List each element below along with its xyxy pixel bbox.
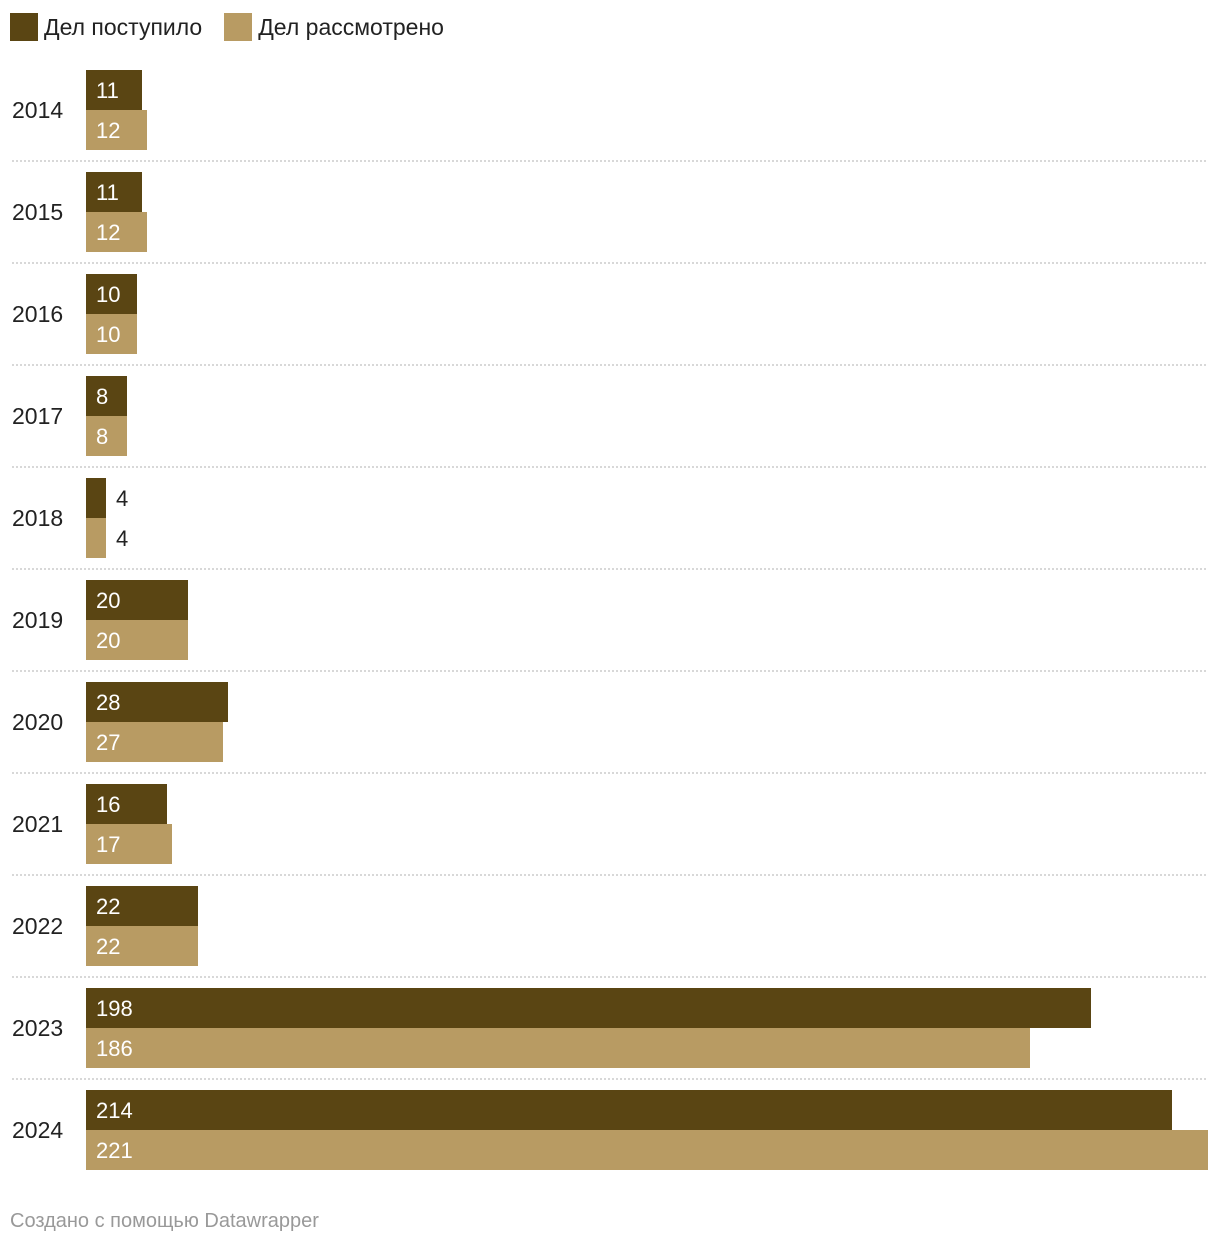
value-label-reviewed: 186 — [96, 1036, 133, 1061]
legend-item-received: Дел поступило — [10, 13, 202, 41]
value-label-received: 22 — [96, 894, 120, 919]
bar-received — [86, 886, 198, 926]
bar-reviewed — [86, 110, 147, 150]
legend-label-reviewed: Дел рассмотрено — [258, 13, 444, 40]
value-label-reviewed: 17 — [96, 832, 120, 857]
year-label: 2019 — [12, 607, 63, 633]
bar-received — [86, 580, 188, 620]
value-label-received: 11 — [96, 78, 119, 103]
year-label: 2020 — [12, 709, 63, 735]
bar-received — [86, 682, 228, 722]
value-label-reviewed: 22 — [96, 934, 120, 959]
value-label-reviewed: 20 — [96, 628, 120, 653]
bar-received — [86, 376, 127, 416]
bar-reviewed — [86, 722, 223, 762]
bar-received — [86, 988, 1091, 1028]
legend-swatch-received — [10, 13, 38, 41]
value-label-received: 10 — [96, 282, 120, 307]
bar-received — [86, 70, 142, 110]
legend-item-reviewed: Дел рассмотрено — [224, 13, 444, 41]
bar-reviewed — [86, 314, 137, 354]
value-label-reviewed: 221 — [96, 1138, 133, 1163]
value-label-received: 20 — [96, 588, 120, 613]
value-label-reviewed: 4 — [116, 526, 128, 551]
legend-label-received: Дел поступило — [44, 13, 203, 40]
value-label-reviewed: 12 — [96, 118, 120, 143]
value-label-received: 8 — [96, 384, 108, 409]
footer-credit: Создано с помощью Datawrapper — [10, 1210, 319, 1232]
value-label-received: 16 — [96, 792, 120, 817]
legend-swatch-reviewed — [224, 13, 253, 41]
year-label: 2015 — [12, 199, 63, 225]
bar-reviewed — [86, 824, 172, 864]
value-label-reviewed: 27 — [96, 730, 120, 755]
bar-received — [86, 1090, 1172, 1130]
bar-reviewed — [86, 212, 147, 252]
bar-received — [86, 172, 142, 212]
bar-chart: 2014111220151112201610102017882018442019… — [12, 70, 1208, 1170]
year-label: 2014 — [12, 97, 63, 123]
bar-received — [86, 274, 137, 314]
year-label: 2017 — [12, 403, 63, 429]
bar-reviewed — [86, 1130, 1208, 1170]
bar-reviewed — [86, 1028, 1030, 1068]
legend: Дел поступило Дел рассмотрено — [10, 12, 466, 42]
year-label: 2024 — [12, 1117, 63, 1143]
value-label-received: 198 — [96, 996, 133, 1021]
value-label-reviewed: 12 — [96, 220, 120, 245]
value-label-received: 28 — [96, 690, 120, 715]
bar-reviewed — [86, 620, 188, 660]
year-label: 2021 — [12, 811, 63, 837]
bar-reviewed — [86, 518, 106, 558]
bar-received — [86, 478, 106, 518]
value-label-received: 11 — [96, 180, 119, 205]
value-label-reviewed: 10 — [96, 322, 120, 347]
bar-reviewed — [86, 926, 198, 966]
year-label: 2023 — [12, 1015, 63, 1041]
year-label: 2016 — [12, 301, 63, 327]
value-label-received: 4 — [116, 486, 128, 511]
value-label-reviewed: 8 — [96, 424, 108, 449]
bar-reviewed — [86, 416, 127, 456]
value-label-received: 214 — [96, 1098, 133, 1123]
year-label: 2022 — [12, 913, 63, 939]
year-label: 2018 — [12, 505, 63, 531]
bar-received — [86, 784, 167, 824]
